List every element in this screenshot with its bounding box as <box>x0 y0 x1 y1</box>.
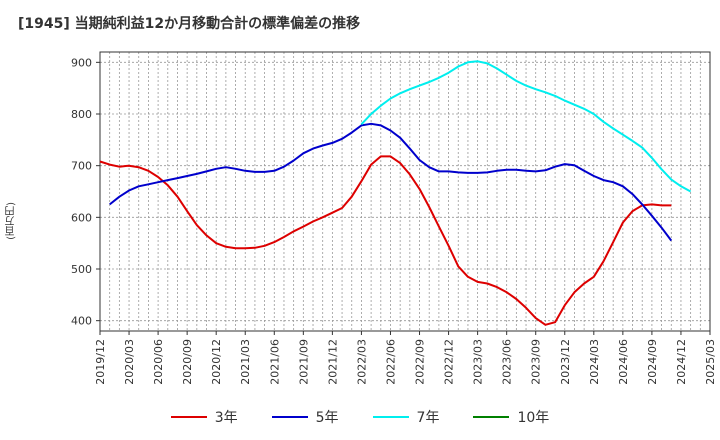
legend-item: 3年 <box>170 407 238 427</box>
y-tick-label: 900 <box>71 56 92 69</box>
x-tick-label: 2021/09 <box>297 339 310 385</box>
legend-label: 10年 <box>517 410 550 426</box>
y-tick-label: 800 <box>71 108 92 121</box>
x-tick-label: 2022/03 <box>355 339 368 385</box>
legend-swatch <box>372 416 409 418</box>
x-tick-label: 2022/12 <box>443 339 456 385</box>
x-tick-label: 2022/09 <box>414 339 427 385</box>
legend-swatch <box>170 416 207 418</box>
x-tick-label: 2023/06 <box>501 339 514 385</box>
x-tick-label: 2020/09 <box>181 339 194 385</box>
legend-swatch <box>473 416 510 418</box>
legend: 3年 5年 7年 10年 <box>0 407 720 427</box>
series-line-5年 <box>109 122 673 242</box>
x-tick-label: 2024/09 <box>646 339 659 385</box>
legend-swatch <box>271 416 308 418</box>
legend-label: 7年 <box>416 410 440 426</box>
y-tick-label: 700 <box>71 160 92 173</box>
x-tick-label: 2021/03 <box>239 339 252 385</box>
plot-area <box>100 52 710 331</box>
x-tick-label: 2024/06 <box>617 339 630 385</box>
legend-item: 5年 <box>271 407 339 427</box>
series-line-7年 <box>360 60 692 193</box>
x-tick-label: 2022/06 <box>384 339 397 385</box>
y-tick-label: 400 <box>71 315 92 328</box>
x-tick-label: 2023/12 <box>559 339 572 385</box>
legend-item: 7年 <box>372 407 440 427</box>
x-tick-label: 2019/12 <box>94 339 107 385</box>
chart-title: [1945] 当期純利益12か月移動合計の標準偏差の推移 <box>18 16 361 32</box>
series-line-3年 <box>99 155 672 326</box>
y-tick-label: 600 <box>71 211 92 224</box>
plot-border <box>99 51 711 332</box>
x-tick-label: 2021/12 <box>326 339 339 385</box>
x-tick-label: 2023/09 <box>530 339 543 385</box>
x-tick-label: 2024/12 <box>675 339 688 385</box>
x-tick-label: 2023/03 <box>472 339 485 385</box>
x-tick-label: 2020/06 <box>152 339 165 385</box>
y-tick-label: 500 <box>71 263 92 276</box>
x-tick-label: 2024/03 <box>588 339 601 385</box>
x-tick-label: 2021/06 <box>268 339 281 385</box>
legend-label: 3年 <box>214 410 238 426</box>
x-tick-label: 2020/12 <box>210 339 223 385</box>
legend-item: 10年 <box>473 407 549 427</box>
x-tick-label: 2020/03 <box>123 339 136 385</box>
x-tick-label: 2025/03 <box>704 339 717 385</box>
legend-label: 5年 <box>315 410 339 426</box>
